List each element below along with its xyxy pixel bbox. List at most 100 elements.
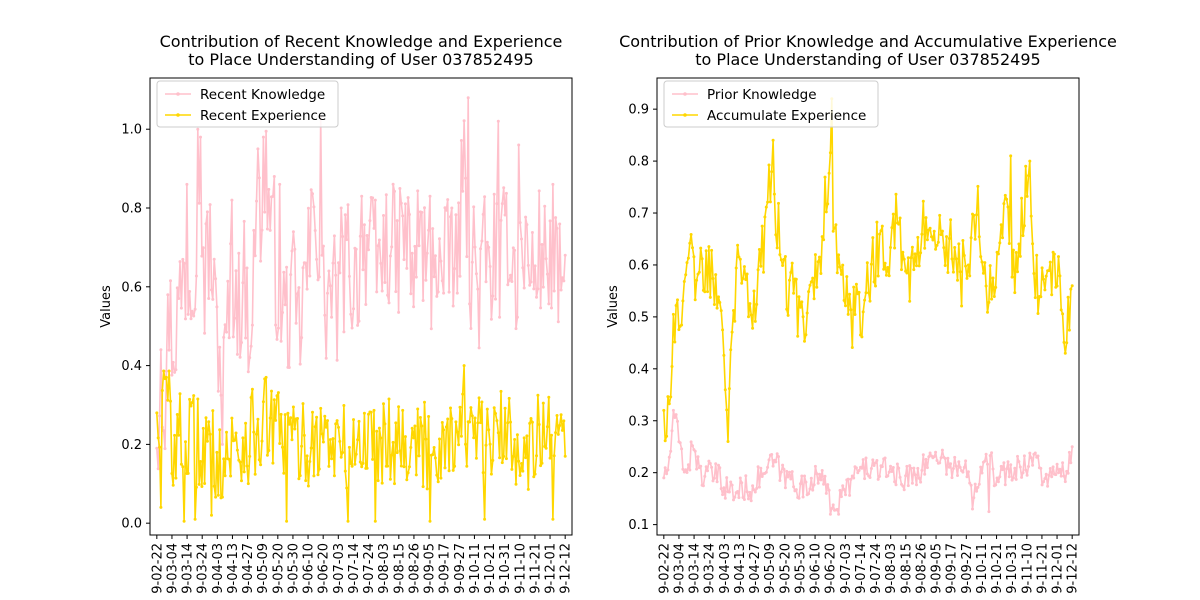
data-point bbox=[442, 291, 446, 295]
data-point bbox=[464, 442, 467, 446]
data-point bbox=[968, 274, 972, 278]
data-point bbox=[748, 490, 752, 494]
x-tick-label: 9-12-01 bbox=[544, 543, 559, 594]
legend-label: Prior Knowledge bbox=[707, 87, 817, 103]
data-point bbox=[305, 454, 309, 458]
data-point bbox=[753, 319, 757, 323]
data-point bbox=[201, 246, 205, 250]
data-point bbox=[878, 474, 882, 478]
data-point bbox=[248, 356, 252, 360]
data-point bbox=[680, 447, 684, 451]
data-point bbox=[192, 314, 196, 318]
data-point bbox=[317, 467, 321, 471]
data-point bbox=[740, 281, 744, 285]
data-point bbox=[207, 420, 211, 424]
data-point bbox=[421, 299, 425, 302]
data-point bbox=[961, 239, 965, 242]
data-point bbox=[360, 194, 364, 198]
data-point bbox=[1043, 288, 1047, 292]
data-point bbox=[868, 476, 872, 479]
data-point bbox=[455, 430, 459, 434]
data-point bbox=[749, 499, 753, 503]
data-point bbox=[1067, 328, 1071, 332]
data-point bbox=[510, 467, 514, 471]
data-point bbox=[473, 245, 477, 249]
data-point bbox=[282, 270, 286, 274]
data-point bbox=[372, 408, 376, 412]
data-point bbox=[962, 465, 966, 469]
data-point bbox=[1003, 483, 1007, 487]
x-tick-label: 9-11-10 bbox=[513, 543, 528, 594]
data-point bbox=[662, 476, 666, 480]
data-point bbox=[872, 280, 876, 284]
x-tick-label: 9-09-17 bbox=[945, 543, 960, 594]
x-tick-label: 9-07-24 bbox=[869, 543, 884, 594]
data-point bbox=[711, 479, 715, 483]
data-point bbox=[1061, 312, 1065, 316]
data-point bbox=[457, 443, 461, 447]
data-point bbox=[954, 464, 958, 468]
data-point bbox=[528, 421, 532, 425]
data-point bbox=[915, 264, 918, 268]
data-point bbox=[484, 443, 488, 447]
data-point bbox=[708, 295, 712, 299]
data-point bbox=[923, 246, 927, 250]
data-point bbox=[800, 300, 804, 304]
data-point bbox=[240, 479, 243, 483]
data-point bbox=[736, 243, 740, 247]
data-point bbox=[188, 290, 192, 293]
data-point bbox=[406, 196, 410, 200]
data-point bbox=[979, 465, 983, 469]
data-point bbox=[429, 327, 433, 331]
data-point bbox=[969, 483, 973, 487]
data-point bbox=[1061, 461, 1065, 465]
data-point bbox=[868, 299, 872, 303]
data-point bbox=[222, 457, 226, 461]
data-point bbox=[874, 461, 877, 465]
data-point bbox=[515, 315, 519, 319]
data-point bbox=[939, 233, 943, 237]
data-point bbox=[185, 182, 189, 186]
data-point bbox=[380, 289, 384, 293]
data-point bbox=[785, 469, 789, 473]
data-point bbox=[827, 488, 831, 492]
data-point bbox=[524, 215, 528, 219]
data-point bbox=[740, 481, 744, 485]
data-point bbox=[737, 496, 741, 500]
data-point bbox=[230, 198, 234, 202]
data-point bbox=[345, 486, 349, 490]
data-point bbox=[779, 258, 783, 262]
data-point bbox=[522, 436, 526, 440]
data-point bbox=[919, 251, 923, 255]
data-point bbox=[909, 256, 913, 260]
data-point bbox=[887, 470, 891, 474]
data-point bbox=[540, 461, 544, 465]
x-tick-label: 9-07-14 bbox=[854, 543, 869, 594]
data-point bbox=[980, 471, 984, 475]
data-point bbox=[402, 258, 406, 262]
data-point bbox=[774, 460, 778, 464]
data-point bbox=[418, 416, 422, 419]
data-point bbox=[509, 273, 512, 277]
data-point bbox=[541, 285, 545, 289]
data-point bbox=[1046, 484, 1050, 488]
data-point bbox=[532, 475, 536, 479]
data-point bbox=[935, 243, 939, 247]
data-point bbox=[261, 400, 265, 404]
data-point bbox=[760, 475, 764, 478]
data-point bbox=[913, 252, 917, 256]
data-point bbox=[1042, 480, 1045, 484]
data-point bbox=[387, 397, 391, 401]
data-point bbox=[454, 420, 458, 424]
data-point bbox=[714, 462, 718, 466]
data-point bbox=[1062, 340, 1066, 344]
data-point bbox=[737, 255, 741, 259]
data-point bbox=[417, 244, 421, 248]
data-point bbox=[435, 473, 439, 477]
data-point bbox=[556, 432, 560, 436]
data-point bbox=[211, 409, 215, 413]
data-point bbox=[432, 446, 436, 449]
data-point bbox=[267, 449, 271, 452]
data-point bbox=[321, 244, 325, 248]
data-point bbox=[562, 279, 566, 283]
